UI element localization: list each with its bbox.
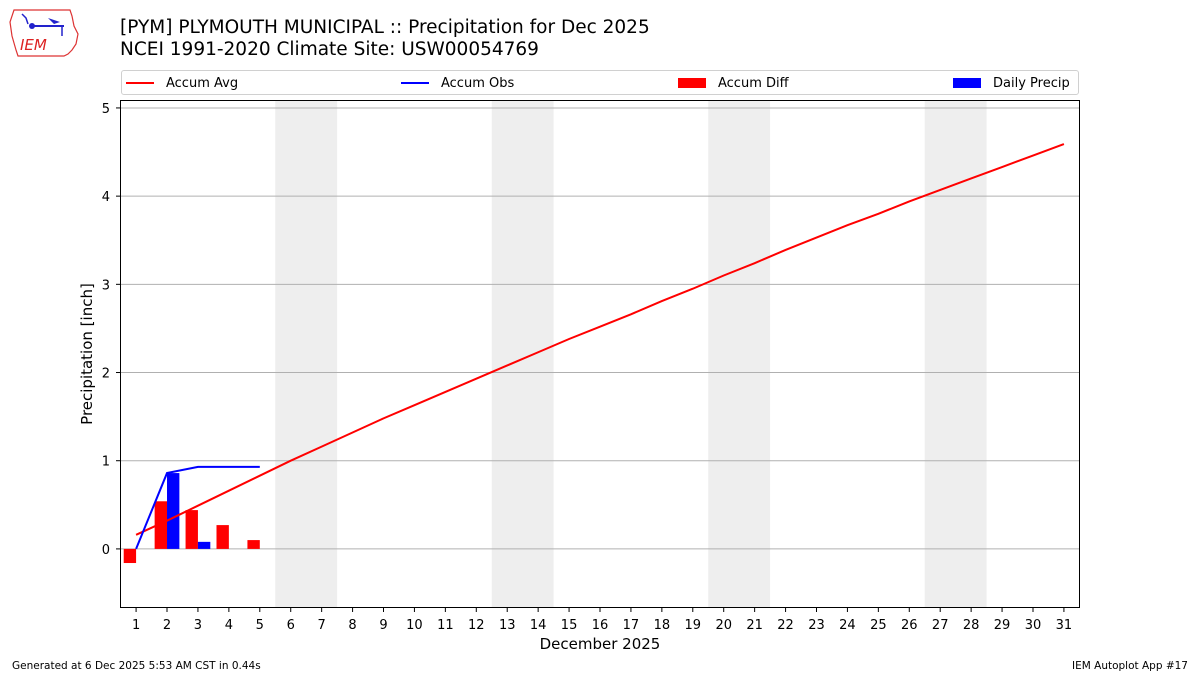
y-tick-label: 2 <box>102 367 110 382</box>
generated-timestamp: Generated at 6 Dec 2025 5:53 AM CST in 0… <box>12 660 261 672</box>
y-gridlines <box>120 107 1080 550</box>
x-axis-label: December 2025 <box>540 635 661 653</box>
weekend-shading <box>275 100 987 608</box>
accum-diff-bar <box>185 510 198 549</box>
x-tick-label: 12 <box>468 618 485 633</box>
title-line-1: [PYM] PLYMOUTH MUNICIPAL :: Precipitatio… <box>120 17 650 38</box>
legend-label: Daily Precip <box>993 75 1070 91</box>
x-tick-label: 11 <box>437 618 454 633</box>
lines <box>135 143 1065 550</box>
x-tick-label: 27 <box>932 618 949 633</box>
accum-diff-bar <box>247 540 260 549</box>
chart-title: [PYM] PLYMOUTH MUNICIPAL :: Precipitatio… <box>120 17 650 61</box>
x-tick-label: 19 <box>685 618 702 633</box>
legend: Accum Avg Accum Obs Accum Diff Daily Pre… <box>121 70 1079 95</box>
accum-diff-bar <box>216 525 229 549</box>
x-tick-label: 3 <box>194 618 202 633</box>
title-line-2: NCEI 1991-2020 Climate Site: USW00054769 <box>120 39 539 60</box>
x-tick-label: 30 <box>1025 618 1042 633</box>
accum-diff-bar <box>154 501 168 549</box>
x-tick-label: 9 <box>379 618 387 633</box>
accum-obs-line <box>135 465 260 550</box>
blue-line-icon <box>401 82 429 84</box>
x-tick-label: 5 <box>256 618 264 633</box>
x-tick-label: 24 <box>839 618 856 633</box>
legend-label: Accum Obs <box>441 75 515 91</box>
app-id: IEM Autoplot App #17 <box>1072 660 1188 672</box>
x-tick-label: 29 <box>994 618 1011 633</box>
daily-precip-bar <box>167 473 180 549</box>
red-patch-icon <box>678 78 706 88</box>
legend-item-accum-obs: Accum Obs <box>401 74 514 92</box>
weekend-band <box>275 100 338 608</box>
x-tick-label: 1 <box>132 618 140 633</box>
x-tick-label: 13 <box>499 618 516 633</box>
x-tick-label: 4 <box>225 618 233 633</box>
weekend-band <box>708 100 771 608</box>
legend-label: Accum Diff <box>718 75 789 91</box>
legend-label: Accum Avg <box>166 75 239 91</box>
y-axis-label: Precipitation [inch] <box>78 283 96 425</box>
blue-patch-icon <box>953 78 981 88</box>
x-tick-label: 20 <box>715 618 732 633</box>
x-axis-ticks: 1 2 3 4 5 6 7 8 9 10 11 12 13 14 15 16 17 18 19 20 21 22 23 24 2… <box>132 608 1072 633</box>
weekend-band <box>491 100 554 608</box>
bars <box>123 473 260 564</box>
x-tick-label: 14 <box>530 618 547 633</box>
accum-avg-line <box>135 143 1065 536</box>
x-tick-label: 23 <box>808 618 825 633</box>
x-tick-label: 26 <box>901 618 918 633</box>
accum-diff-bar <box>123 548 137 564</box>
x-tick-label: 8 <box>348 618 356 633</box>
logo-text: IEM <box>20 36 47 54</box>
plot-frame <box>120 100 1080 608</box>
iem-logo: IEM <box>8 6 80 58</box>
x-tick-label: 16 <box>592 618 609 633</box>
x-tick-label: 2 <box>163 618 171 633</box>
x-tick-label: 10 <box>406 618 423 633</box>
x-tick-label: 15 <box>561 618 578 633</box>
y-tick-label: 4 <box>102 190 110 205</box>
y-tick-label: 1 <box>102 455 110 470</box>
x-tick-label: 7 <box>318 618 326 633</box>
x-tick-label: 22 <box>777 618 794 633</box>
x-tick-label: 17 <box>623 618 640 633</box>
y-tick-label: 0 <box>102 543 110 558</box>
daily-precip-bar <box>197 541 211 549</box>
y-axis-ticks: 0 1 2 3 4 5 <box>102 102 120 558</box>
legend-item-accum-diff: Accum Diff <box>678 74 789 92</box>
y-tick-label: 5 <box>102 102 110 117</box>
legend-item-daily-precip: Daily Precip <box>953 74 1070 92</box>
x-tick-label: 25 <box>870 618 887 633</box>
x-tick-label: 28 <box>963 618 980 633</box>
x-tick-label: 21 <box>746 618 763 633</box>
y-tick-label: 3 <box>102 278 110 293</box>
x-tick-label: 31 <box>1056 618 1073 633</box>
legend-item-accum-avg: Accum Avg <box>126 74 238 92</box>
x-tick-label: 6 <box>287 618 295 633</box>
red-line-icon <box>126 82 154 84</box>
x-tick-label: 18 <box>654 618 671 633</box>
